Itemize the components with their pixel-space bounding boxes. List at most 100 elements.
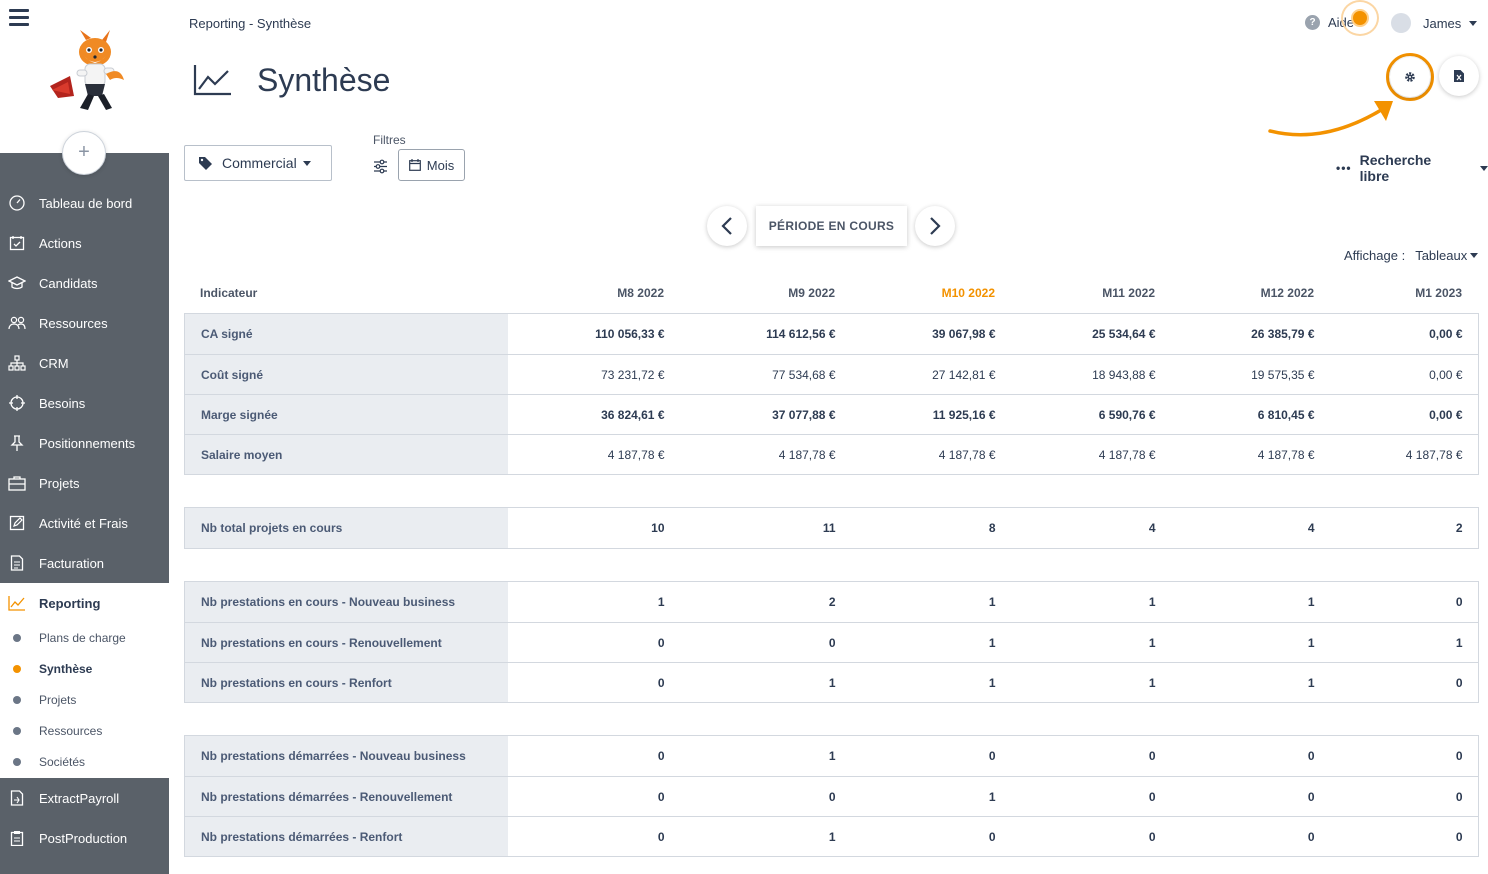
- current-period-button[interactable]: PÉRIODE EN COURS: [756, 206, 907, 246]
- sidebar-item-activite-frais[interactable]: Activité et Frais: [0, 503, 169, 543]
- sidebar-item-facturation[interactable]: Facturation: [0, 543, 169, 583]
- next-period-button[interactable]: [915, 206, 955, 246]
- table-cell: 1: [657, 595, 665, 609]
- annotation-arrow-icon: [1268, 101, 1393, 137]
- recherche-libre-toggle[interactable]: ••• Recherche libre: [1336, 152, 1488, 184]
- edit-icon: [8, 514, 26, 532]
- previous-period-button[interactable]: [707, 206, 747, 246]
- sidebar-item-candidats[interactable]: Candidats: [0, 263, 169, 303]
- table-cell: 0: [1455, 789, 1463, 804]
- table-row: Nb prestations en cours - Nouveau busine…: [185, 582, 1478, 622]
- table-cell: 4: [1307, 521, 1315, 535]
- submenu-label: Plans de charge: [39, 630, 126, 645]
- table-cell: 1: [988, 789, 996, 804]
- table-row: Nb prestations démarrées - Renfort 0 1 0 0 0 0: [185, 816, 1478, 856]
- submenu-item-plans-de-charge[interactable]: Plans de charge: [0, 622, 169, 653]
- calendar-icon: [408, 159, 421, 171]
- table-cell: 0: [988, 829, 996, 844]
- table-row: Nb prestations démarrées - Renouvellemen…: [185, 776, 1478, 816]
- actions-icon: [8, 234, 26, 252]
- gear-icon: [1405, 72, 1415, 82]
- submenu-item-projets[interactable]: Projets: [0, 684, 169, 715]
- submenu-item-ressources[interactable]: Ressources: [0, 715, 169, 746]
- sidebar-item-label: Ressources: [39, 315, 108, 331]
- column-header-month: M9 2022: [788, 286, 835, 300]
- submenu-label: Projets: [39, 692, 77, 707]
- sidebar-item-projets[interactable]: Projets: [0, 463, 169, 503]
- add-button[interactable]: +: [62, 131, 106, 175]
- submenu-label: Sociétés: [39, 754, 86, 769]
- column-header-month: M1 2023: [1415, 286, 1462, 300]
- table-cell: 0: [657, 829, 665, 844]
- user-name: James: [1423, 15, 1462, 31]
- table-cell: 4 187,78 €: [1257, 447, 1315, 462]
- table-cell: 0: [1455, 675, 1463, 690]
- settings-button[interactable]: [1390, 57, 1430, 97]
- chart-line-icon: [193, 65, 231, 96]
- sidebar-item-label: Besoins: [39, 395, 86, 411]
- row-label: Nb prestations démarrées - Renfort: [185, 817, 508, 856]
- sidebar-item-reporting[interactable]: Reporting: [0, 583, 169, 623]
- table-cell: 110 056,33 €: [595, 327, 665, 341]
- highlight-ring: [1386, 53, 1434, 101]
- fox-mascot-logo: [50, 30, 124, 110]
- table-cell: 0: [828, 789, 836, 804]
- table-group: CA signé 110 056,33 € 114 612,56 € 39 067,9…: [184, 313, 1479, 475]
- notification-icon[interactable]: [1341, 0, 1379, 36]
- sliders-icon[interactable]: [373, 159, 388, 174]
- sidebar-item-label: Activité et Frais: [39, 515, 128, 531]
- table-cell: 1: [1307, 635, 1315, 650]
- chart-line-icon: [8, 594, 26, 612]
- table-row: Salaire moyen 4 187,78 € 4 187,78 € 4 187,7…: [185, 434, 1478, 474]
- table-row: Nb total projets en cours 10 11 8 4 4 2: [185, 508, 1478, 548]
- table-cell: 4 187,78 €: [1098, 447, 1156, 462]
- submenu-item-societes[interactable]: Sociétés: [0, 746, 169, 777]
- user-menu[interactable]: James: [1391, 13, 1478, 33]
- graduation-cap-icon: [8, 274, 26, 292]
- affichage-dropdown[interactable]: Tableaux: [1415, 248, 1468, 263]
- submenu-item-synthese[interactable]: Synthèse: [0, 653, 169, 684]
- table-cell: 0: [1307, 829, 1315, 844]
- sidebar-item-label: PostProduction: [39, 830, 128, 846]
- table-cell: 0: [1148, 829, 1156, 844]
- table-cell: 0: [988, 749, 996, 763]
- sidebar-item-extractpayroll[interactable]: ExtractPayroll: [0, 778, 169, 818]
- sitemap-icon: [8, 354, 26, 372]
- table-group: Nb prestations en cours - Nouveau busine…: [184, 581, 1479, 703]
- table-cell: 1: [1148, 635, 1156, 650]
- row-label: Nb prestations démarrées - Renouvellemen…: [185, 777, 508, 816]
- table-cell: 0: [657, 675, 665, 690]
- recherche-label: Recherche libre: [1359, 152, 1432, 184]
- table-cell: 6 810,45 €: [1257, 407, 1315, 422]
- table-cell: 25 534,64 €: [1092, 327, 1156, 341]
- table-cell: 2: [828, 595, 836, 609]
- table-cell: 1: [988, 595, 996, 609]
- export-icon: [8, 789, 26, 807]
- table-row: Nb prestations en cours - Renfort 0 1 1 1 1 0: [185, 662, 1478, 702]
- table-cell: 4 187,78 €: [607, 447, 665, 462]
- table-cell: 26 385,79 €: [1251, 327, 1315, 341]
- column-header-month: M12 2022: [1260, 286, 1314, 300]
- table-cell: 0: [1307, 789, 1315, 804]
- sidebar-item-postproduction[interactable]: PostProduction: [0, 818, 169, 858]
- sidebar-item-crm[interactable]: CRM: [0, 343, 169, 383]
- sidebar-item-tableau-de-bord[interactable]: Tableau de bord: [0, 183, 169, 223]
- table-cell: 0: [1455, 829, 1463, 844]
- commercial-dropdown[interactable]: Commercial: [184, 145, 332, 181]
- sidebar-item-positionnements[interactable]: Positionnements: [0, 423, 169, 463]
- table-cell: 4 187,78 €: [1405, 447, 1463, 462]
- menu-icon[interactable]: [9, 9, 29, 27]
- filters-label: Filtres: [373, 133, 406, 147]
- mois-button[interactable]: Mois: [398, 149, 465, 181]
- sidebar-item-label: Actions: [39, 235, 82, 251]
- briefcase-icon: [8, 474, 26, 492]
- sidebar-item-actions[interactable]: Actions: [0, 223, 169, 263]
- table-row: Nb prestations en cours - Renouvellement…: [185, 622, 1478, 662]
- table-row: Coût signé 73 231,72 € 77 534,68 € 27 142,8…: [185, 354, 1478, 394]
- export-excel-button[interactable]: [1439, 56, 1479, 96]
- sidebar-item-besoins[interactable]: Besoins: [0, 383, 169, 423]
- submenu-label: Synthèse: [39, 661, 93, 676]
- sidebar-item-ressources[interactable]: Ressources: [0, 303, 169, 343]
- sidebar-item-label: Reporting: [39, 595, 101, 611]
- invoice-icon: [8, 554, 26, 572]
